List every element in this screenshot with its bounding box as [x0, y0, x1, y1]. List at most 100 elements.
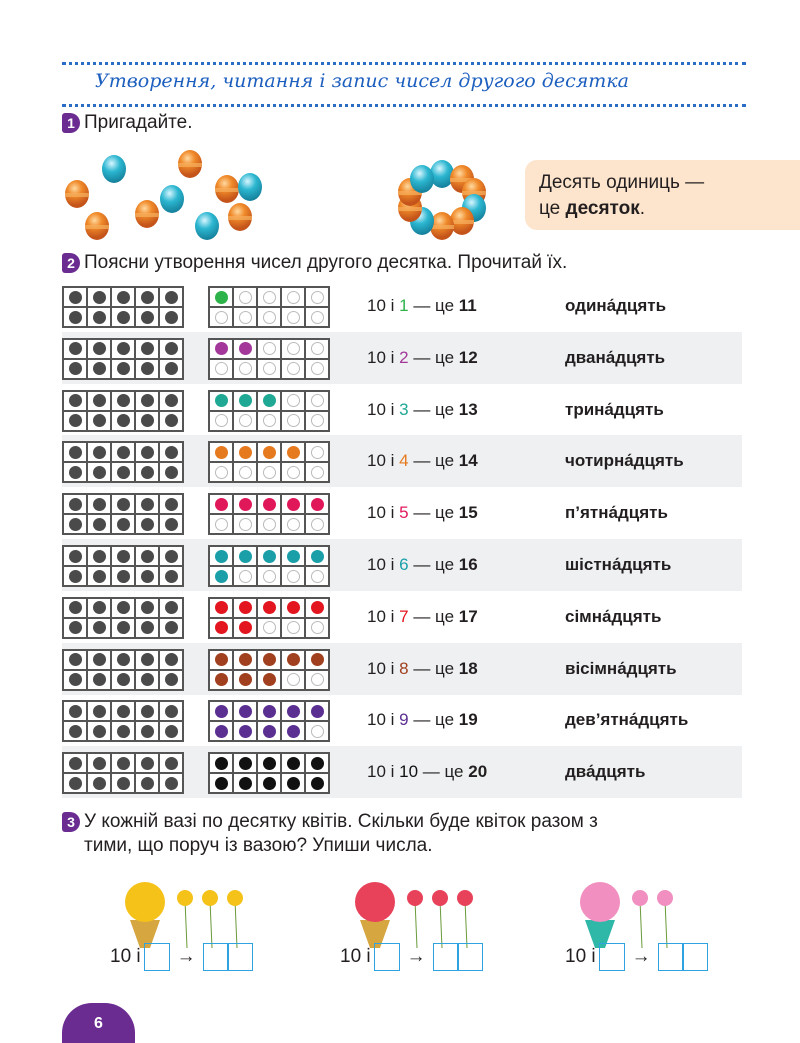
frame-cell	[159, 669, 183, 690]
counter-dot	[286, 653, 300, 667]
counter-dot	[286, 362, 300, 376]
tens-digit-input[interactable]	[657, 943, 684, 971]
frame-cell	[135, 358, 159, 379]
counter-dot	[214, 621, 228, 635]
frame-cell	[111, 701, 135, 722]
counter-dot	[286, 704, 300, 718]
ones-input[interactable]	[598, 943, 625, 971]
ones-input[interactable]	[143, 943, 170, 971]
eq-prefix: 10 і	[367, 296, 400, 315]
counter-dot	[140, 704, 154, 718]
counter-dot	[238, 756, 252, 770]
eq-ones: 8	[399, 658, 409, 678]
counter-dot	[214, 653, 228, 667]
counter-dot	[68, 414, 82, 428]
frame-cell	[87, 773, 111, 794]
counter-dot	[238, 549, 252, 563]
note-line: Десять одиниць —	[539, 172, 705, 193]
frame-cell	[87, 566, 111, 586]
counter-dot	[164, 549, 178, 563]
counter-dot	[310, 414, 324, 428]
counter-dot	[238, 724, 252, 738]
counter-dot	[92, 517, 106, 531]
frame-cell	[87, 494, 111, 515]
frame-cell	[233, 597, 257, 618]
frame-cell	[209, 701, 233, 722]
eq-ones: 5	[399, 503, 409, 523]
ten-frame-tens	[62, 752, 184, 795]
tulips-vase-image	[345, 880, 545, 950]
tens-digit-input[interactable]	[432, 943, 459, 971]
ones-digit-input[interactable]	[226, 943, 253, 971]
ten-frame-ones	[208, 752, 330, 795]
counter-dot	[92, 445, 106, 459]
ten-frame-tens	[62, 700, 184, 743]
counter-dot	[286, 517, 300, 531]
frame-cell	[63, 669, 87, 690]
counter-dot	[214, 497, 228, 511]
number-word: шістна́дцять	[565, 555, 672, 574]
table-row: 10 і 6 — це 16 шістна́дцять	[62, 539, 742, 591]
counter-dot	[68, 445, 82, 459]
frame-cell	[159, 753, 183, 774]
frame-cell	[305, 566, 329, 586]
counter-dot	[286, 569, 300, 583]
number-word: чотирна́дцять	[565, 451, 684, 471]
ones-digit-input[interactable]	[681, 943, 708, 971]
frame-cell	[111, 462, 135, 483]
eq-ones: 6	[399, 555, 409, 574]
counter-dot	[116, 756, 130, 770]
task-line: тими, що поруч із вазою? Упиши числа.	[84, 835, 433, 856]
eq-result: 17	[458, 606, 478, 626]
eq-result: 11	[458, 296, 477, 315]
eq-mid: — це	[408, 606, 459, 626]
counter-dot	[262, 414, 276, 428]
task-number: 1	[62, 113, 80, 133]
counter-dot	[92, 569, 106, 583]
counter-dot	[286, 549, 300, 563]
eq-prefix: 10 і	[367, 555, 400, 574]
counter-dot	[262, 445, 276, 459]
counter-dot	[116, 394, 130, 408]
counter-dot	[238, 569, 252, 583]
frame-cell	[257, 462, 281, 483]
frame-cell	[257, 597, 281, 618]
counter-dot	[310, 445, 324, 459]
equation: 10 і 1 — це 11	[367, 296, 477, 316]
counter-dot	[68, 673, 82, 687]
task-text: У кожній вазі по десятку квітів. Скільки…	[84, 810, 598, 858]
task-text: Поясни утворення чисел другого десятка. …	[84, 252, 568, 273]
counter-dot	[214, 394, 228, 408]
eq-result: 19	[458, 710, 478, 730]
frame-cell	[305, 514, 329, 535]
counter-dot	[68, 549, 82, 563]
ones-input[interactable]	[373, 943, 400, 971]
counter-dot	[214, 517, 228, 531]
equation: 10 і 2 — це 12	[367, 348, 478, 368]
tens-digit-input[interactable]	[202, 943, 229, 971]
task-number: 3	[62, 812, 80, 832]
counter-dot	[68, 394, 82, 408]
frame-cell	[233, 338, 257, 359]
counter-dot	[68, 621, 82, 635]
frame-cell	[63, 566, 87, 586]
ones-digit-input[interactable]	[456, 943, 483, 971]
counter-dot	[92, 653, 106, 667]
counter-dot	[140, 601, 154, 615]
frame-cell	[63, 773, 87, 794]
counter-dot	[262, 549, 276, 563]
bead-icon	[449, 207, 474, 236]
counter-dot	[262, 362, 276, 376]
table-row: 10 і 1 — це 11 одина́дцять	[62, 280, 742, 332]
bead-icon	[102, 155, 126, 183]
frame-cell	[87, 287, 111, 307]
counter-dot	[92, 394, 106, 408]
counter-dot	[310, 465, 324, 479]
frame-cell	[159, 773, 183, 794]
counter-dot	[164, 362, 178, 376]
bead-icon	[135, 200, 159, 228]
counter-dot	[262, 776, 276, 790]
frame-cell	[281, 358, 305, 379]
frame-cell	[159, 701, 183, 722]
table-row: 10 і 3 — це 13 трина́дцять	[62, 384, 742, 436]
